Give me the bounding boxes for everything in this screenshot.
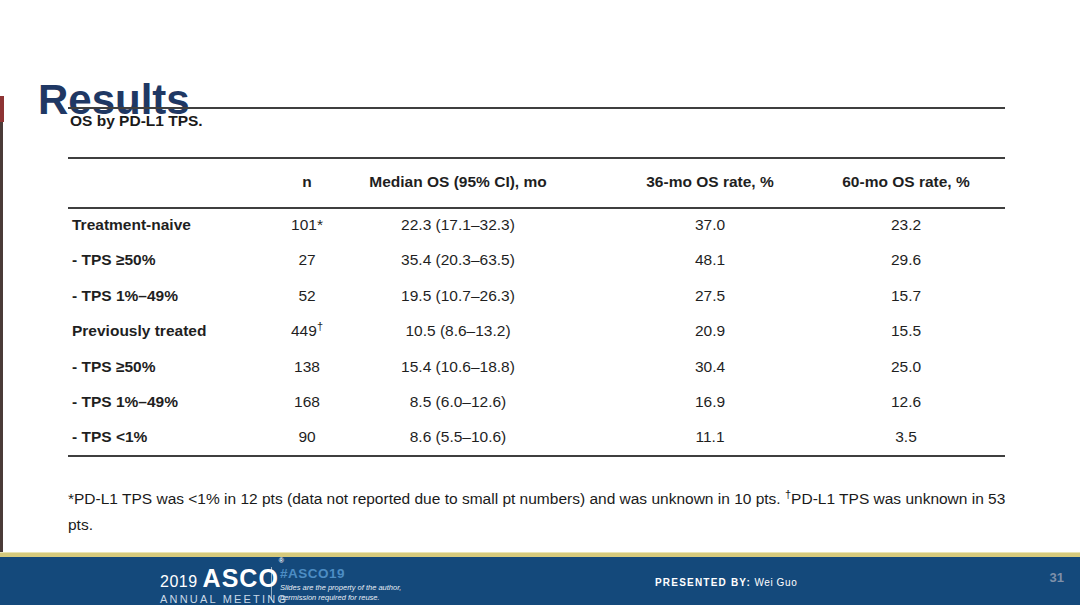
- table-caption: OS by PD-L1 TPS.: [70, 112, 203, 130]
- table-cell: 35.4 (20.3–63.5): [401, 242, 515, 277]
- table-cell: - TPS ≥50%: [72, 349, 155, 384]
- results-table: n Median OS (95% CI), mo 36-mo OS rate, % 6…: [68, 157, 1005, 457]
- registered-mark: ®: [279, 557, 285, 564]
- table-cell: 101*: [291, 207, 323, 242]
- table-cell: 8.6 (5.5–10.6): [410, 419, 507, 454]
- table-cell: - TPS 1%–49%: [72, 278, 178, 313]
- table-cell: 10.5 (8.6–13.2): [405, 313, 510, 348]
- table-cell: 27.5: [695, 278, 725, 313]
- table-cell: 19.5 (10.7–26.3): [401, 278, 515, 313]
- table-cell: 15.7: [891, 278, 921, 313]
- table-header-cell: Median OS (95% CI), mo: [369, 157, 546, 207]
- table-cell: 29.6: [891, 242, 921, 277]
- table-header-cell: n: [302, 157, 311, 207]
- caption-top-rule: [68, 107, 1005, 109]
- presented-by-label: PRESENTED BY:: [655, 577, 751, 588]
- table-rule-bottom: [68, 455, 1005, 457]
- footer-disclaimer: Slides are the property of the author, p…: [280, 583, 401, 603]
- table-cell: 12.6: [891, 384, 921, 419]
- disclaimer-line1: Slides are the property of the author,: [280, 583, 401, 593]
- table-cell: 15.5: [891, 313, 921, 348]
- disclaimer-line2: permission required for reuse.: [280, 593, 401, 603]
- table-cell: 15.4 (10.6–18.8): [401, 349, 515, 384]
- hashtag: #ASCO19: [280, 566, 345, 581]
- logo-subtitle: ANNUAL MEETING: [160, 594, 288, 605]
- table-cell: 27: [298, 242, 315, 277]
- asco-logo: 2019 ASCO® ANNUAL MEETING: [160, 566, 288, 605]
- footnote: *PD-L1 TPS was <1% in 12 pts (data not r…: [68, 486, 1013, 538]
- table-cell: 3.5: [895, 419, 917, 454]
- left-edge-artifact-line: [0, 96, 3, 552]
- table-cell: 11.1: [695, 419, 724, 454]
- table-cell: - TPS <1%: [72, 419, 147, 454]
- table-cell: Previously treated: [72, 313, 206, 348]
- left-edge-artifact-mark: [0, 96, 4, 122]
- table-cell: - TPS 1%–49%: [72, 384, 178, 419]
- table-cell: 8.5 (6.0–12.6): [410, 384, 507, 419]
- table-cell: 90: [298, 419, 315, 454]
- table-cell: 30.4: [695, 349, 725, 384]
- table-cell: 25.0: [891, 349, 921, 384]
- footnote-part1: *PD-L1 TPS was <1% in 12 pts (data not r…: [68, 490, 785, 507]
- logo-divider: [271, 567, 272, 600]
- table-cell: Treatment-naive: [72, 207, 191, 242]
- table-cell: - TPS ≥50%: [72, 242, 155, 277]
- table-header-cell: 60-mo OS rate, %: [842, 157, 970, 207]
- presented-by: PRESENTED BY: Wei Guo: [655, 577, 797, 588]
- page-number: 31: [1050, 570, 1064, 585]
- logo-year: 2019: [160, 574, 198, 590]
- table-cell: 20.9: [695, 313, 725, 348]
- table-cell: 37.0: [695, 207, 725, 242]
- logo-name: ASCO®: [203, 566, 285, 591]
- table-cell: 48.1: [695, 242, 725, 277]
- table-cell: 168: [294, 384, 320, 419]
- table-cell: 23.2: [891, 207, 921, 242]
- table-cell: 138: [294, 349, 320, 384]
- table-cell: 52: [298, 278, 315, 313]
- presenter-name: Wei Guo: [754, 577, 797, 588]
- table-cell: 22.3 (17.1–32.3): [401, 207, 515, 242]
- table-cell: 449†: [291, 313, 323, 348]
- table-cell: 16.9: [695, 384, 725, 419]
- table-header-cell: 36-mo OS rate, %: [646, 157, 774, 207]
- table-rule-header: [68, 207, 1005, 209]
